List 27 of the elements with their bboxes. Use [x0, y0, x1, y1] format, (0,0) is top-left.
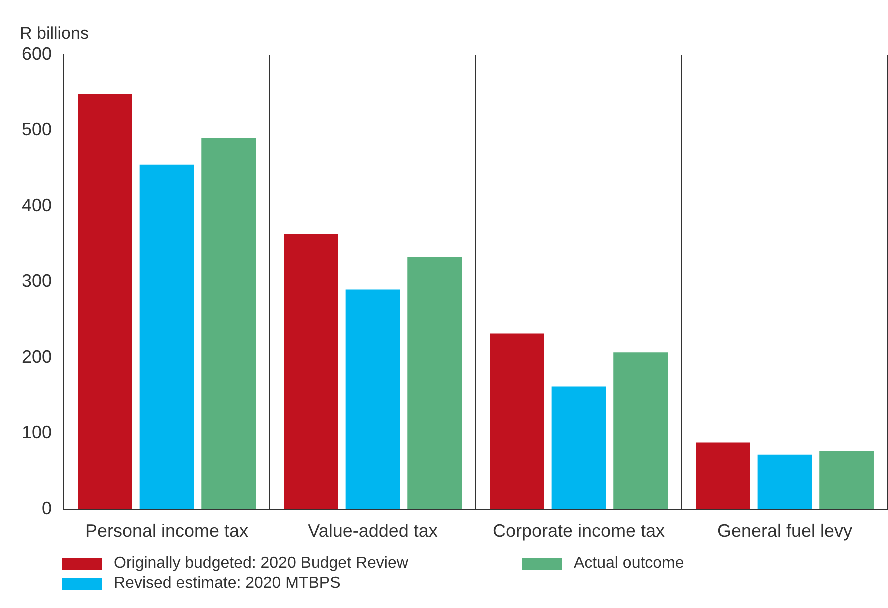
bar — [202, 138, 256, 510]
bar — [408, 257, 462, 510]
y-tick-label: 300 — [22, 271, 52, 292]
bar — [552, 386, 606, 510]
y-tick-label: 600 — [22, 44, 52, 64]
bar — [696, 442, 750, 510]
y-tick-label: 500 — [22, 120, 52, 140]
y-tick-label: 0 — [42, 498, 52, 518]
y-tick-label: 100 — [22, 422, 52, 443]
bar — [614, 352, 668, 510]
x-tick-label: Corporate income tax — [492, 521, 666, 542]
x-tick-label: Personal income tax — [85, 521, 249, 542]
legend-label: Actual outcome — [574, 555, 684, 573]
x-tick-label: Value-added tax — [308, 521, 438, 542]
bar — [758, 454, 812, 510]
x-tick-label: General fuel levy — [717, 521, 853, 542]
bar — [820, 451, 874, 510]
legend-label: Originally budgeted: 2020 Budget Review — [114, 555, 408, 573]
bar — [284, 234, 338, 510]
bar — [346, 290, 400, 510]
bar — [78, 94, 132, 510]
legend-label: Revised estimate: 2020 MTBPS — [114, 575, 341, 593]
bar — [490, 334, 544, 510]
y-axis-title: R billions — [20, 24, 89, 44]
y-tick-label: 200 — [22, 346, 52, 367]
y-tick-label: 400 — [22, 195, 52, 216]
bar — [140, 164, 194, 510]
